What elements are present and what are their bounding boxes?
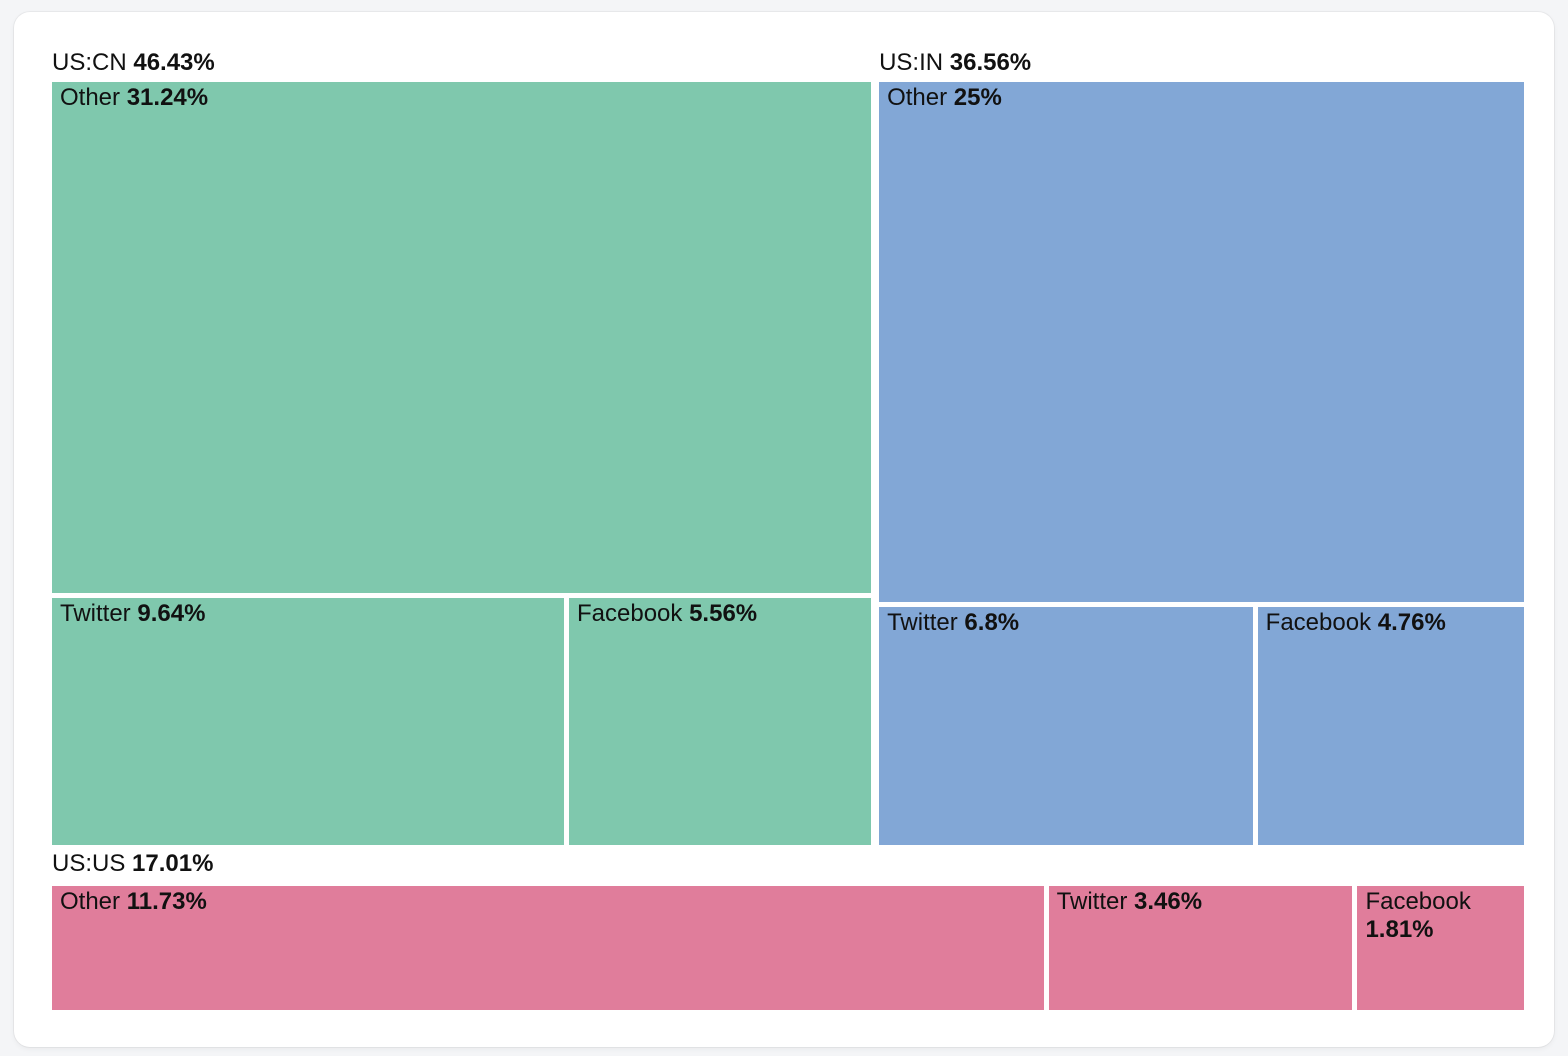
treemap-cell-us-in-other[interactable]: Other 25% xyxy=(879,82,1524,602)
cell-value: 9.64% xyxy=(137,600,206,628)
treemap-card: US:CN 46.43% Other 31.24% Twitter 9.64% xyxy=(14,12,1554,1047)
group-subrow: Twitter 9.64% Facebook 5.56% xyxy=(52,598,872,845)
cell-name: Facebook xyxy=(1365,888,1471,915)
treemap-group-us-us: US:US 17.01% Other 11.73% Twitter 3.46% … xyxy=(52,849,1524,1010)
treemap-cell-us-cn-twitter[interactable]: Twitter 9.64% xyxy=(52,598,564,845)
cell-value: 6.8% xyxy=(964,608,1020,636)
group-label-us-in: US:IN 36.56% xyxy=(879,48,1524,78)
treemap: US:CN 46.43% Other 31.24% Twitter 9.64% xyxy=(52,48,1524,1012)
cell-name: Other xyxy=(887,84,948,111)
group-value: 17.01% xyxy=(132,850,214,877)
treemap-group-us-in: US:IN 36.56% Other 25% Twitter 6.8% xyxy=(879,48,1524,845)
treemap-cell-us-in-twitter[interactable]: Twitter 6.8% xyxy=(879,606,1253,845)
cell-value: 1.81% xyxy=(1365,916,1434,944)
group-value: 36.56% xyxy=(949,49,1032,76)
group-cells: Other 31.24% Twitter 9.64% Facebook 5.56… xyxy=(52,82,872,845)
cell-value: 31.24% xyxy=(126,84,209,111)
cell-name: Other xyxy=(60,84,121,111)
treemap-group-us-cn: US:CN 46.43% Other 31.24% Twitter 9.64% xyxy=(52,48,872,845)
group-name: US:US xyxy=(52,850,126,877)
group-name: US:CN xyxy=(52,49,127,76)
treemap-cell-us-us-twitter[interactable]: Twitter 3.46% xyxy=(1048,886,1353,1010)
cell-value: 3.46% xyxy=(1134,888,1203,915)
group-subrow: Twitter 6.8% Facebook 4.76% xyxy=(879,606,1524,845)
cell-name: Twitter xyxy=(887,608,958,636)
treemap-cell-us-in-facebook[interactable]: Facebook 4.76% xyxy=(1257,606,1524,845)
group-cells: Other 11.73% Twitter 3.46% Facebook 1.81… xyxy=(52,886,1524,1010)
cell-value: 4.76% xyxy=(1377,608,1446,636)
cell-value: 11.73% xyxy=(126,888,207,915)
group-value: 46.43% xyxy=(133,49,215,76)
treemap-cell-us-us-facebook[interactable]: Facebook 1.81% xyxy=(1357,886,1524,1010)
group-cells: Other 25% Twitter 6.8% Facebook 4.76% xyxy=(879,82,1524,845)
group-label-us-cn: US:CN 46.43% xyxy=(52,48,871,78)
cell-name: Twitter xyxy=(60,600,131,628)
group-label-us-us: US:US 17.01% xyxy=(52,849,1524,879)
group-name: US:IN xyxy=(879,49,944,76)
cell-name: Other xyxy=(60,888,121,915)
cell-value: 25% xyxy=(953,84,1002,111)
treemap-top-row: US:CN 46.43% Other 31.24% Twitter 9.64% xyxy=(52,48,1524,845)
treemap-cell-us-us-other[interactable]: Other 11.73% xyxy=(52,886,1044,1010)
cell-value: 5.56% xyxy=(689,600,758,628)
cell-name: Facebook xyxy=(1265,608,1372,636)
treemap-cell-us-cn-facebook[interactable]: Facebook 5.56% xyxy=(569,598,872,845)
cell-name: Facebook xyxy=(577,600,683,628)
treemap-cell-us-cn-other[interactable]: Other 31.24% xyxy=(52,82,872,594)
cell-name: Twitter xyxy=(1056,888,1128,915)
